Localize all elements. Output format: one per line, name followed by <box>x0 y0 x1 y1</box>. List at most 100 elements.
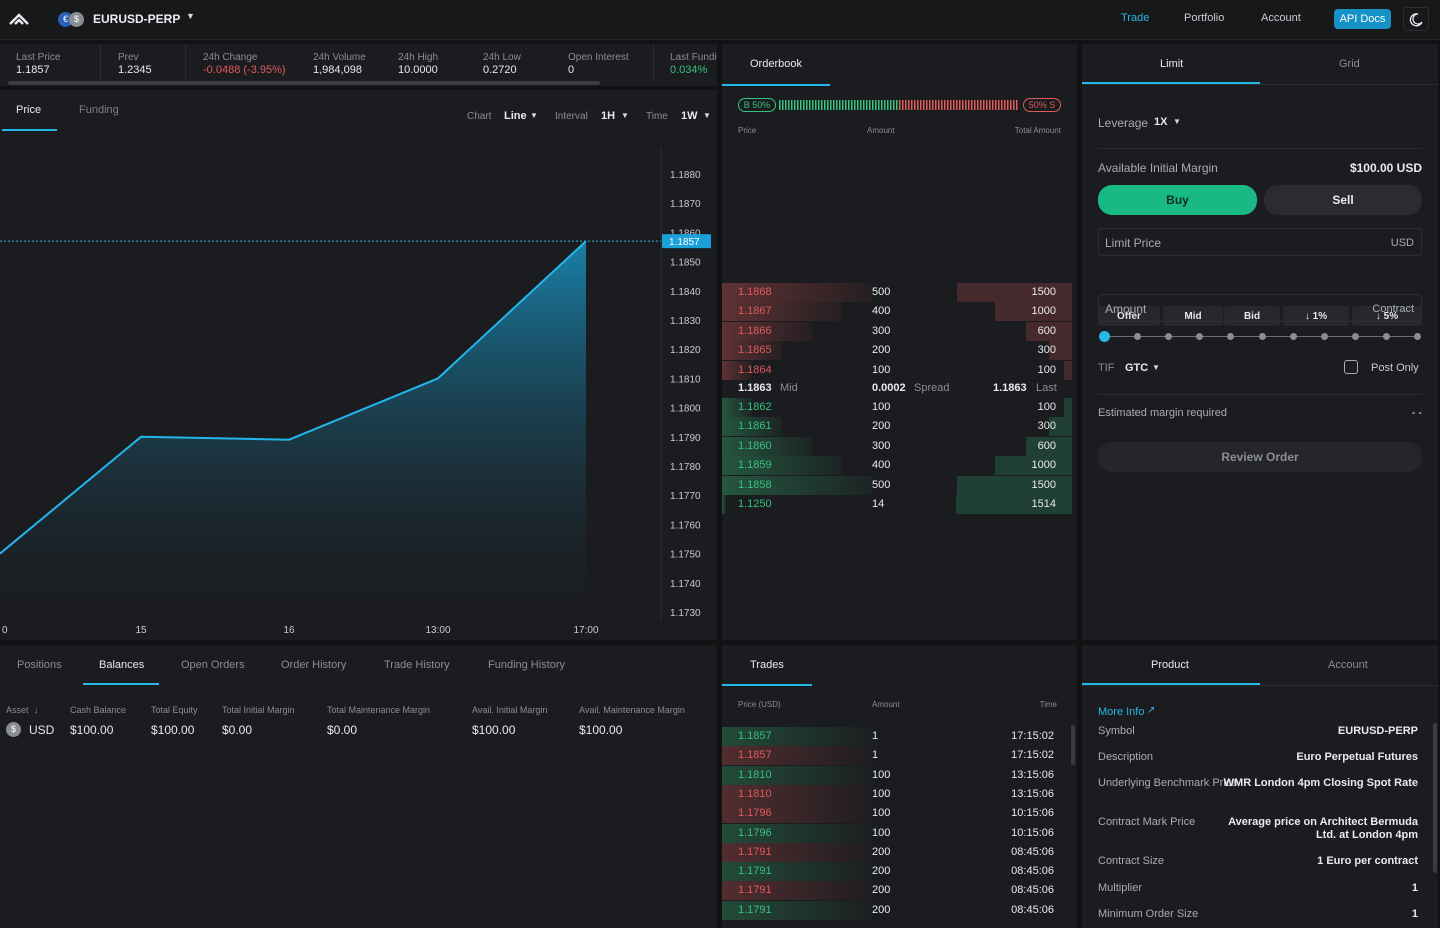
chevron-down-icon[interactable]: ▼ <box>186 11 195 21</box>
ob-price[interactable]: 1.1867 <box>738 305 772 318</box>
ob-price[interactable]: 1.1858 <box>738 478 772 491</box>
tif-select[interactable]: GTC <box>1125 362 1149 374</box>
bid-row[interactable]: 1.1861 200 300 <box>722 417 1074 437</box>
bid-row[interactable]: 1.1859 400 1000 <box>722 456 1074 476</box>
limit-price-input[interactable]: Limit Price USD <box>1098 228 1422 256</box>
slider-step-dot[interactable] <box>1258 333 1266 340</box>
amount-depth-bar <box>722 417 782 437</box>
tab-positions[interactable]: Positions <box>17 659 62 671</box>
ob-price[interactable]: 1.1865 <box>738 344 772 357</box>
bid-row[interactable]: 1.1862 100 100 <box>722 398 1074 417</box>
total-depth-bar <box>1026 321 1072 341</box>
bal-header-asset[interactable]: Asset <box>6 705 29 715</box>
tab-trade-history[interactable]: Trade History <box>384 659 450 671</box>
buy-ratio-badge: B 50% <box>738 98 776 112</box>
product-scrollbar[interactable] <box>1433 723 1437 873</box>
logo-icon[interactable] <box>9 12 29 26</box>
ob-price[interactable]: 1.1862 <box>738 401 772 413</box>
trades-header-time: Time <box>1039 700 1057 709</box>
review-order-button[interactable]: Review Order <box>1098 442 1422 472</box>
tab-underline <box>2 129 57 131</box>
slider-step-dot[interactable] <box>1351 333 1359 340</box>
tab-account[interactable]: Account <box>1328 659 1368 671</box>
leverage-select[interactable]: 1X <box>1154 116 1168 128</box>
slider-step-dot[interactable] <box>1320 333 1328 340</box>
ob-price[interactable]: 1.1250 <box>738 498 772 510</box>
external-link-icon[interactable]: ↗ <box>1147 705 1156 716</box>
chevron-down-icon[interactable]: ▼ <box>621 111 629 120</box>
trade-amount: 100 <box>872 826 891 839</box>
ask-row[interactable]: 1.1866 300 600 <box>722 321 1074 341</box>
bid-row[interactable]: 1.1860 300 600 <box>722 436 1074 456</box>
tab-funding-history[interactable]: Funding History <box>488 659 566 671</box>
symbol-selector[interactable]: EURUSD-PERP <box>93 12 181 26</box>
slider-step-dot[interactable] <box>1382 333 1390 340</box>
trade-price: 1.1791 <box>738 865 772 878</box>
slider-step-dot[interactable] <box>1196 333 1204 340</box>
bid-row[interactable]: 1.1858 500 1500 <box>722 475 1074 495</box>
slider-step-dot[interactable] <box>1414 333 1421 340</box>
ask-row[interactable]: 1.1864 100 100 <box>722 360 1074 380</box>
current-price-badge <box>662 234 711 249</box>
tab-funding[interactable]: Funding <box>79 104 119 116</box>
total-depth-bar <box>957 475 1072 495</box>
ob-price[interactable]: 1.1866 <box>738 324 772 337</box>
amount-slider-handle[interactable] <box>1099 331 1110 342</box>
sort-arrow-icon[interactable]: ↓ <box>34 705 39 715</box>
slider-step-dot[interactable] <box>1289 333 1297 340</box>
nav-portfolio[interactable]: Portfolio <box>1184 12 1225 24</box>
sell-button[interactable]: Sell <box>1264 185 1422 215</box>
bal-header-cash: Cash Balance <box>70 705 127 715</box>
ob-amount: 200 <box>872 420 891 433</box>
slider-step-dot[interactable] <box>1165 333 1173 340</box>
amount-input[interactable]: Amount Contract <box>1098 294 1422 322</box>
post-only-checkbox[interactable] <box>1344 360 1358 374</box>
stats-scrollbar[interactable] <box>8 81 600 85</box>
tab-grid[interactable]: Grid <box>1339 58 1360 70</box>
ob-price[interactable]: 1.1860 <box>738 439 772 452</box>
trades-scrollbar[interactable] <box>1071 725 1075 765</box>
bid-row[interactable]: 1.1250 14 1514 <box>722 495 1074 514</box>
more-info-link[interactable]: More Info <box>1098 706 1145 718</box>
interval-select[interactable]: 1H <box>601 110 616 122</box>
tab-product[interactable]: Product <box>1151 659 1189 671</box>
price-chart[interactable]: 1.1880 1.1870 1.1860 1.1850 1.1840 1.1830 1.18… <box>0 90 717 640</box>
ob-price[interactable]: 1.1859 <box>738 459 772 472</box>
ob-price[interactable]: 1.1861 <box>738 420 772 433</box>
total-depth-bar <box>1064 360 1072 380</box>
ask-row[interactable]: 1.1868 500 1500 <box>722 283 1074 302</box>
tab-open-orders[interactable]: Open Orders <box>181 659 245 671</box>
current-price-label: 1.1857 <box>669 237 700 248</box>
ask-row[interactable]: 1.1867 400 1000 <box>722 302 1074 322</box>
tab-price[interactable]: Price <box>16 104 42 116</box>
tab-balances[interactable]: Balances <box>99 659 145 671</box>
chevron-down-icon[interactable]: ▼ <box>1173 117 1181 126</box>
slider-step-dot[interactable] <box>1134 333 1142 340</box>
ask-row[interactable]: 1.1865 200 300 <box>722 341 1074 361</box>
amount-depth-bar <box>722 436 812 456</box>
tab-limit[interactable]: Limit <box>1160 58 1184 70</box>
trades-title[interactable]: Trades <box>750 659 784 671</box>
product-value: Euro Perpetual Futures <box>1296 751 1418 763</box>
time-select[interactable]: 1W <box>681 110 698 122</box>
ob-price[interactable]: 1.1868 <box>738 286 772 298</box>
x-tick-label: 16 <box>283 625 295 636</box>
nav-account[interactable]: Account <box>1261 12 1301 24</box>
orderbook-title[interactable]: Orderbook <box>750 58 802 70</box>
chart-type-select[interactable]: Line <box>504 110 527 122</box>
buy-button[interactable]: Buy <box>1098 185 1257 215</box>
theme-toggle-button[interactable] <box>1403 7 1429 31</box>
tab-order-history[interactable]: Order History <box>281 659 347 671</box>
nav-trade[interactable]: Trade <box>1121 12 1150 24</box>
api-docs-button[interactable]: API Docs <box>1334 9 1391 29</box>
ob-amount: 14 <box>872 498 885 510</box>
trade-price: 1.1791 <box>738 845 772 858</box>
chevron-down-icon[interactable]: ▼ <box>530 111 538 120</box>
ob-header-total: Total Amount <box>1014 126 1061 135</box>
slider-step-dot[interactable] <box>1227 333 1235 340</box>
trades-panel: Trades Price (USD) Amount Time 1.1857 1 17… <box>722 645 1077 928</box>
chevron-down-icon[interactable]: ▼ <box>1152 363 1160 372</box>
ob-price[interactable]: 1.1864 <box>738 363 772 376</box>
chevron-down-icon[interactable]: ▼ <box>703 111 711 120</box>
trade-side-bar <box>722 804 872 824</box>
